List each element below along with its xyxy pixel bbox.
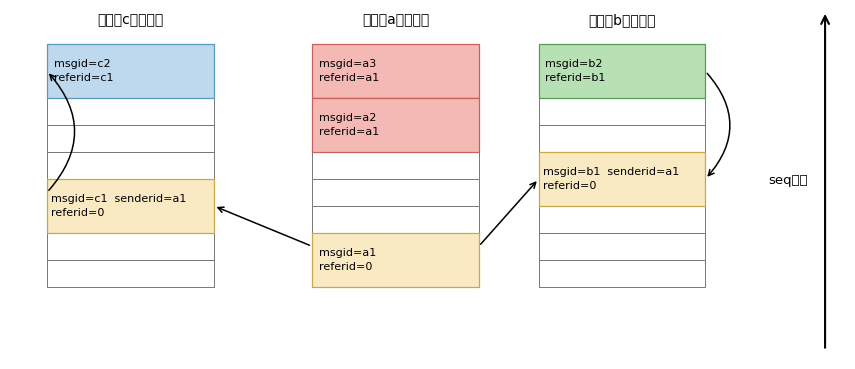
Bar (312, 179, 479, 206)
Bar (47, 44, 214, 98)
Bar (47, 98, 214, 125)
Text: msgid=c2
referid=c1: msgid=c2 referid=c1 (54, 59, 114, 83)
Bar (312, 152, 479, 179)
Bar (539, 71, 705, 98)
Bar (539, 44, 705, 71)
Text: msgid=a2
referid=a1: msgid=a2 referid=a1 (319, 113, 379, 137)
Bar (312, 125, 479, 152)
Text: seq递增: seq递增 (769, 174, 808, 187)
Text: 接受方c的消息流: 接受方c的消息流 (97, 13, 163, 27)
Bar (47, 71, 214, 98)
Bar (539, 98, 705, 125)
Bar (47, 260, 214, 287)
Bar (47, 152, 214, 179)
Bar (539, 44, 705, 98)
Bar (312, 98, 479, 125)
Bar (312, 44, 479, 71)
Bar (47, 44, 214, 71)
Bar (47, 179, 214, 233)
Bar (312, 233, 479, 260)
Bar (312, 233, 479, 287)
Text: msgid=b1  senderid=a1
referid=0: msgid=b1 senderid=a1 referid=0 (543, 167, 679, 191)
Text: msgid=b2
referid=b1: msgid=b2 referid=b1 (545, 59, 606, 83)
Bar (312, 260, 479, 287)
Text: 发送方a的消息流: 发送方a的消息流 (362, 13, 429, 27)
Bar (539, 152, 705, 179)
Bar (312, 71, 479, 98)
Text: msgid=c1  senderid=a1
referid=0: msgid=c1 senderid=a1 referid=0 (51, 194, 186, 218)
Bar (47, 233, 214, 260)
Bar (312, 206, 479, 233)
Text: msgid=a1
referid=0: msgid=a1 referid=0 (319, 248, 376, 272)
Bar (539, 152, 705, 206)
Bar (539, 206, 705, 233)
Bar (47, 125, 214, 152)
Bar (312, 98, 479, 152)
Text: 接收方b的消息流: 接收方b的消息流 (588, 13, 656, 27)
Bar (539, 233, 705, 260)
Bar (47, 179, 214, 206)
Bar (47, 206, 214, 233)
Bar (312, 44, 479, 98)
Bar (539, 125, 705, 152)
Bar (539, 179, 705, 206)
Text: msgid=a3
referid=a1: msgid=a3 referid=a1 (319, 59, 379, 83)
Bar (539, 260, 705, 287)
